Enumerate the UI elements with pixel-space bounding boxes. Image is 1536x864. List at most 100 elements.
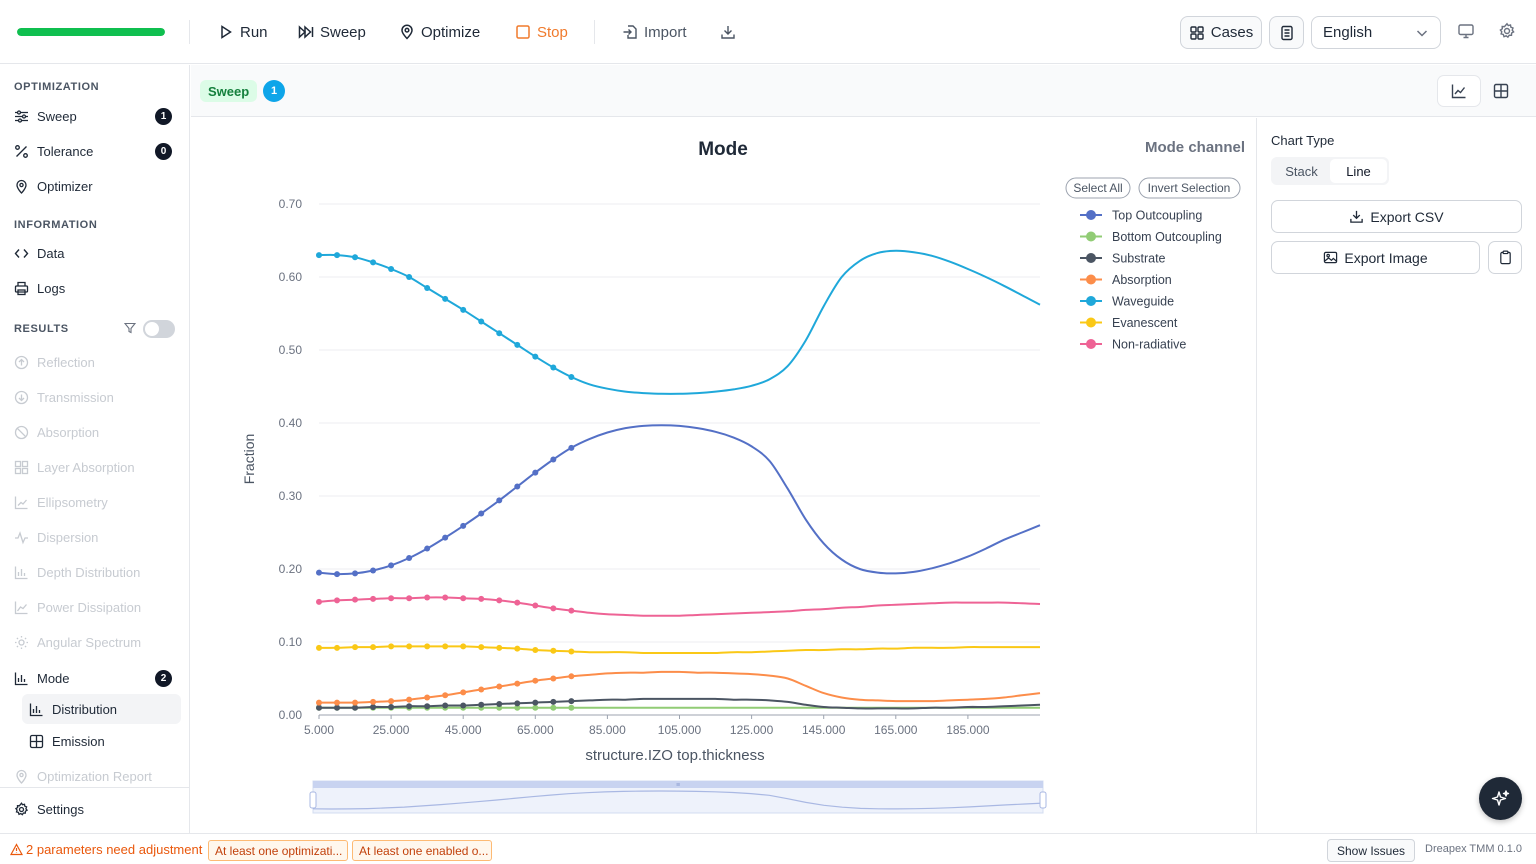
data-point[interactable]	[334, 699, 341, 706]
data-point[interactable]	[496, 701, 503, 708]
sidebar-item-logs[interactable]: Logs	[14, 273, 180, 303]
select-all-button[interactable]: Select All	[1065, 177, 1131, 199]
table-view-button[interactable]	[1480, 76, 1522, 106]
data-point[interactable]	[496, 683, 503, 690]
zoom-handle-bar[interactable]	[313, 781, 1043, 788]
data-point[interactable]	[496, 497, 503, 504]
data-point[interactable]	[388, 643, 395, 650]
data-point[interactable]	[460, 306, 467, 313]
data-point[interactable]	[406, 696, 413, 703]
data-point[interactable]	[352, 596, 359, 603]
data-point[interactable]	[388, 562, 395, 569]
cases-button[interactable]: Cases	[1180, 16, 1262, 49]
data-point[interactable]	[352, 644, 359, 651]
data-point[interactable]	[496, 644, 503, 651]
data-point[interactable]	[352, 704, 359, 711]
copy-clipboard-button[interactable]	[1488, 241, 1522, 274]
legend-item-absorption[interactable]: Absorption	[1080, 273, 1172, 287]
data-point[interactable]	[424, 643, 431, 650]
data-point[interactable]	[568, 704, 575, 711]
export-image-button[interactable]: Export Image	[1271, 241, 1480, 274]
data-point[interactable]	[460, 702, 467, 709]
sidebar-item-data[interactable]: Data	[14, 238, 180, 268]
data-point[interactable]	[478, 701, 485, 708]
data-point[interactable]	[460, 522, 467, 529]
data-point[interactable]	[388, 698, 395, 705]
filter-icon[interactable]	[124, 322, 136, 334]
data-zoom-slider[interactable]: ≡	[309, 780, 1047, 814]
monitor-icon[interactable]	[1457, 22, 1475, 40]
data-point[interactable]	[424, 694, 431, 701]
data-point[interactable]	[316, 644, 322, 651]
data-point[interactable]	[316, 252, 322, 259]
sidebar-subitem-distribution[interactable]: Distribution	[22, 694, 181, 724]
data-point[interactable]	[442, 692, 449, 699]
language-select[interactable]: English	[1311, 16, 1441, 49]
data-point[interactable]	[514, 645, 521, 652]
sidebar-item-absorption[interactable]: Absorption	[14, 417, 180, 447]
data-point[interactable]	[460, 643, 467, 650]
export-csv-button[interactable]: Export CSV	[1271, 200, 1522, 233]
data-point[interactable]	[550, 456, 557, 463]
sidebar-item-optimizer[interactable]: Optimizer	[14, 171, 180, 201]
data-point[interactable]	[478, 595, 485, 602]
data-point[interactable]	[550, 704, 557, 711]
data-point[interactable]	[334, 644, 341, 651]
legend-item-top-outcoupling[interactable]: Top Outcoupling	[1080, 209, 1202, 223]
issue-chip[interactable]: At least one optimizati...	[208, 840, 348, 861]
data-point[interactable]	[532, 602, 539, 609]
data-point[interactable]	[334, 571, 341, 578]
data-point[interactable]	[568, 673, 575, 680]
sidebar-subitem-emission[interactable]: Emission	[22, 726, 181, 756]
data-point[interactable]	[514, 341, 521, 348]
data-point[interactable]	[424, 703, 431, 710]
data-point[interactable]	[442, 534, 449, 541]
results-filter-toggle[interactable]	[143, 320, 175, 338]
sidebar-item-reflection[interactable]: Reflection	[14, 347, 180, 377]
data-point[interactable]	[370, 703, 377, 710]
data-point[interactable]	[514, 704, 521, 711]
data-point[interactable]	[568, 698, 575, 705]
sweep-tag[interactable]: Sweep	[200, 80, 258, 102]
data-point[interactable]	[532, 677, 539, 684]
data-point[interactable]	[460, 595, 467, 602]
sidebar-item-layer-absorption[interactable]: Layer Absorption	[14, 452, 180, 482]
data-point[interactable]	[532, 647, 539, 654]
data-point[interactable]	[334, 597, 341, 604]
chart-view-button[interactable]	[1438, 76, 1480, 106]
data-point[interactable]	[496, 597, 503, 604]
data-point[interactable]	[442, 594, 449, 601]
data-point[interactable]	[478, 686, 485, 693]
sidebar-item-power-dissipation[interactable]: Power Dissipation	[14, 592, 180, 622]
data-point[interactable]	[568, 374, 575, 381]
data-point[interactable]	[406, 555, 413, 562]
sidebar-item-transmission[interactable]: Transmission	[14, 382, 180, 412]
data-point[interactable]	[316, 598, 322, 605]
legend-item-substrate[interactable]: Substrate	[1080, 252, 1166, 266]
sidebar-item-angular-spectrum[interactable]: Angular Spectrum	[14, 627, 180, 657]
data-point[interactable]	[550, 364, 557, 371]
data-point[interactable]	[316, 699, 322, 706]
data-point[interactable]	[532, 704, 539, 711]
data-point[interactable]	[406, 595, 413, 602]
sidebar-item-mode[interactable]: Mode 2	[14, 663, 180, 693]
run-button[interactable]: Run	[218, 18, 268, 46]
sweep-button[interactable]: Sweep	[298, 18, 366, 46]
data-point[interactable]	[334, 252, 341, 259]
data-point[interactable]	[460, 689, 467, 696]
sidebar-item-dispersion[interactable]: Dispersion	[14, 522, 180, 552]
ai-assistant-button[interactable]	[1479, 777, 1522, 820]
sidebar-item-settings[interactable]: Settings	[14, 794, 180, 824]
gear-icon[interactable]	[1498, 22, 1516, 40]
data-point[interactable]	[316, 569, 322, 576]
stop-button[interactable]: Stop	[515, 18, 568, 46]
data-point[interactable]	[352, 570, 359, 577]
data-point[interactable]	[532, 699, 539, 706]
legend-item-non-radiative[interactable]: Non-radiative	[1080, 338, 1186, 352]
optimize-button[interactable]: Optimize	[399, 18, 480, 46]
data-point[interactable]	[370, 567, 377, 574]
data-point[interactable]	[496, 330, 503, 337]
data-point[interactable]	[478, 644, 485, 651]
data-point[interactable]	[334, 704, 341, 711]
sidebar-item-sweep[interactable]: Sweep 1	[14, 101, 180, 131]
